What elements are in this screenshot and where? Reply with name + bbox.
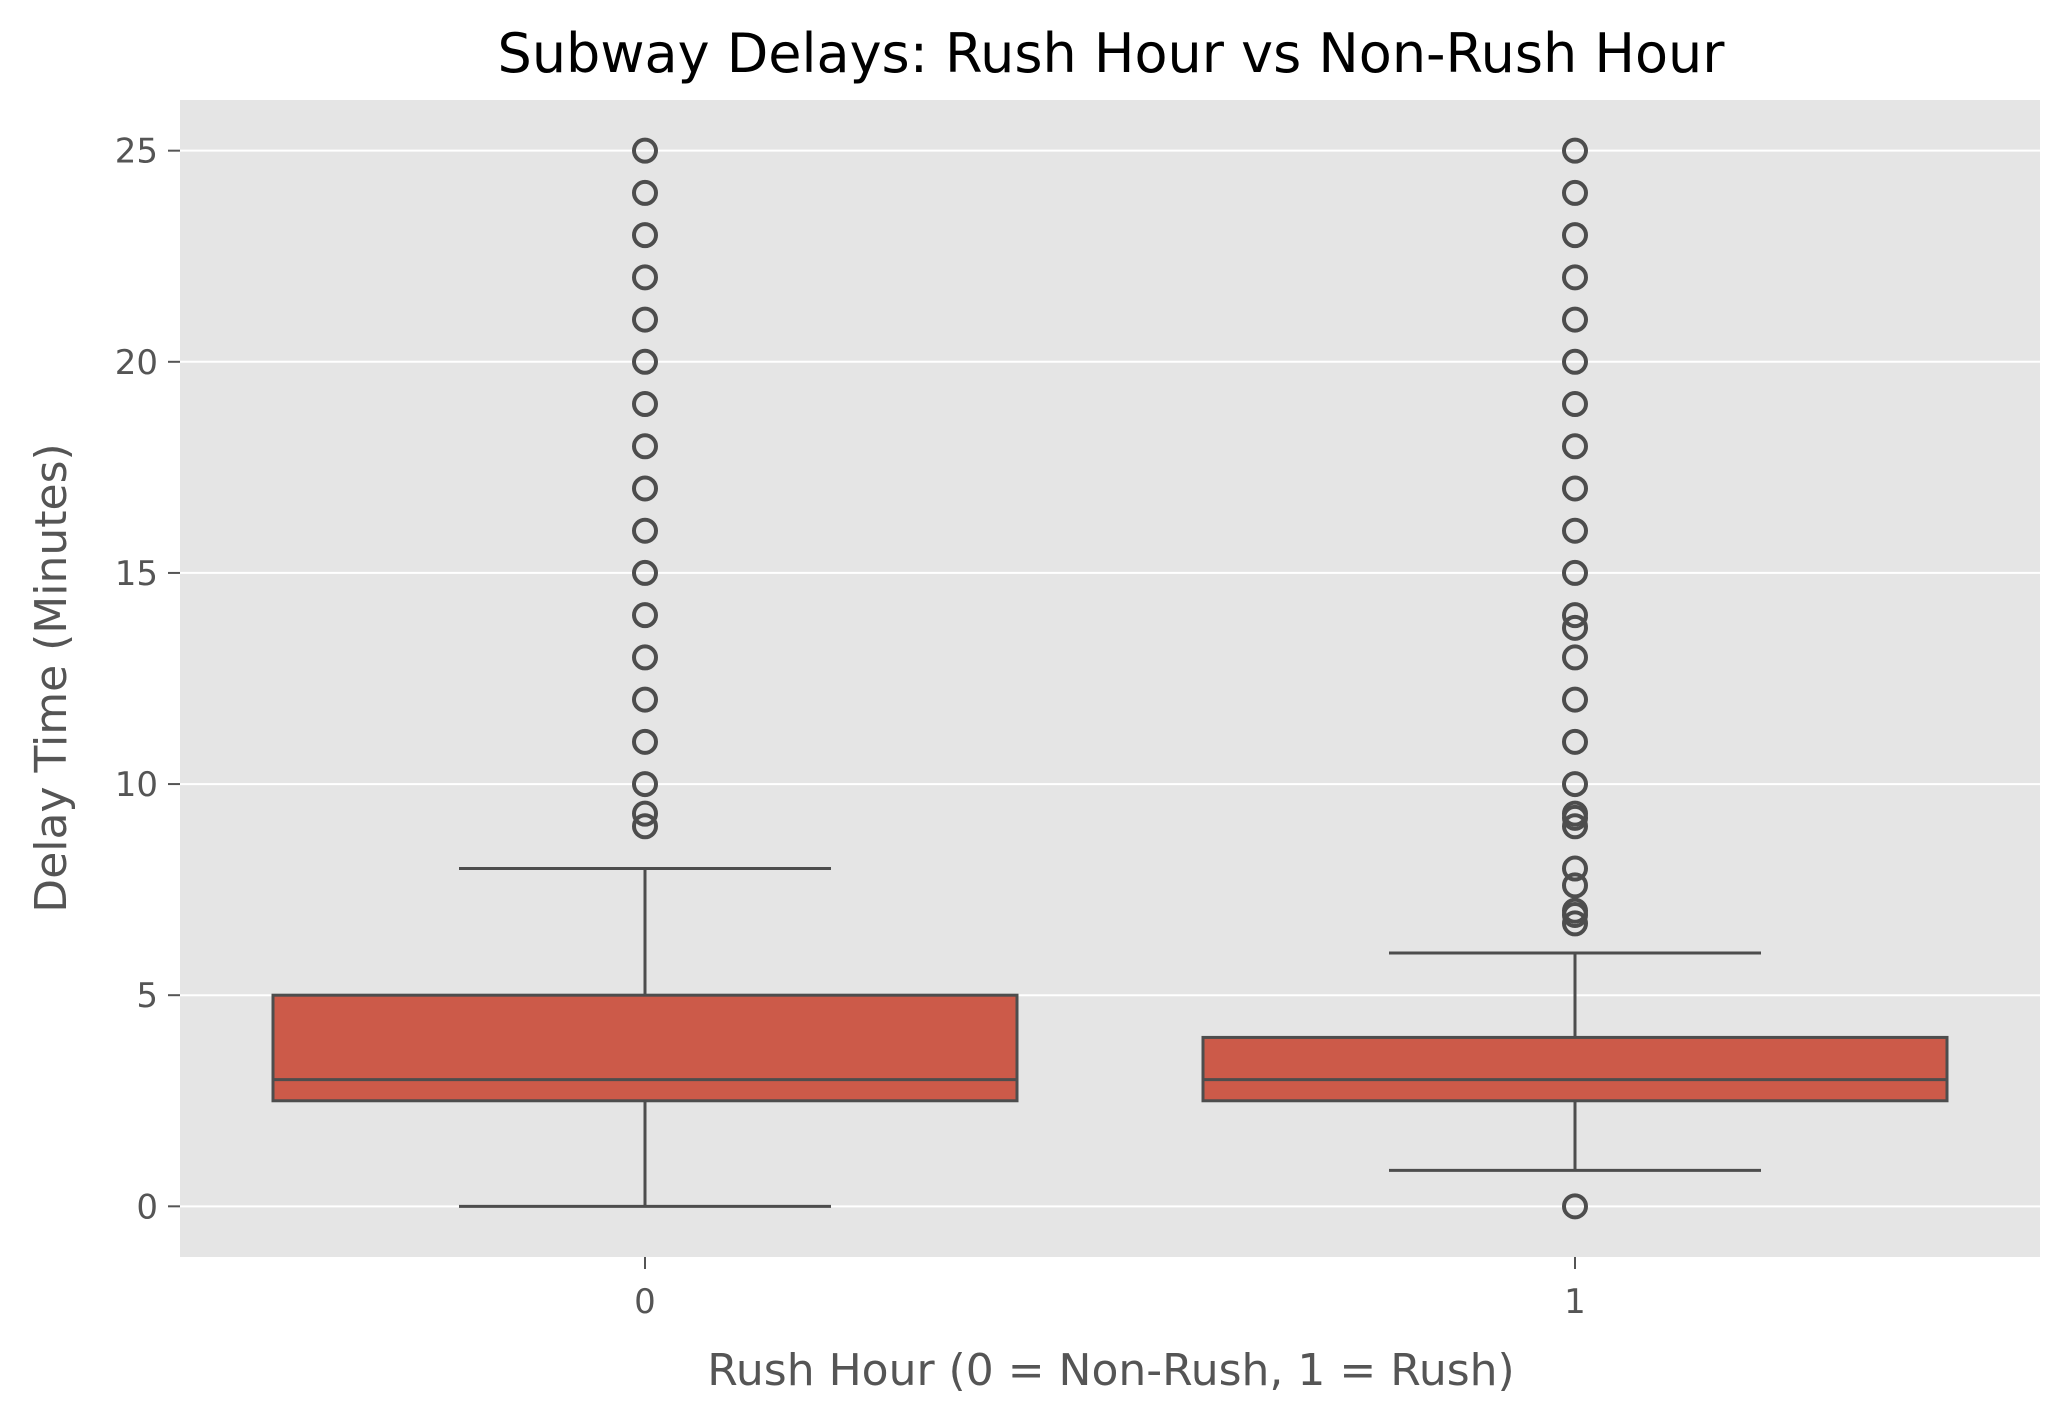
outlier-point-1-10 [1562,728,1588,755]
outlier-point-1-16 [1562,517,1588,544]
outlier-point-0-16 [632,179,658,206]
box-1 [1201,1035,1949,1103]
outlier-point-0-13 [632,306,658,333]
outlier-point-0-1 [632,800,658,827]
outlier-point-0-14 [632,264,658,291]
outlier-point-1-9 [1562,771,1588,798]
y-tick-label-15: 15 [115,554,158,594]
outlier-point-0-17 [632,137,658,164]
outlier-point-1-11 [1562,686,1588,713]
outlier-point-1-19 [1562,391,1588,418]
boxes-group [271,867,1949,1208]
y-tick-label-20: 20 [115,343,158,383]
outlier-point-0-7 [632,559,658,586]
outlier-point-0-0 [632,813,658,840]
outlier-point-1-24 [1562,179,1588,206]
outlier-point-1-13 [1562,614,1588,641]
outlier-point-1-3 [1562,897,1588,924]
outlier-point-1-8 [1562,800,1588,827]
y-tick-label-0: 0 [136,1187,158,1227]
outlier-point-0-10 [632,433,658,460]
x-axis-label: Rush Hour (0 = Non-Rush, 1 = Rush) [707,1345,1514,1396]
outlier-point-1-4 [1562,872,1588,899]
outlier-point-1-17 [1562,475,1588,502]
chart-title: Subway Delays: Rush Hour vs Non-Rush Hou… [498,22,1726,85]
outlier-point-1-23 [1562,222,1588,249]
outlier-point-1-6 [1562,813,1588,840]
outlier-point-1-22 [1562,264,1588,291]
y-axis-ticks: 0 5 10 15 20 25 [115,132,180,1227]
outlier-point-0-9 [632,475,658,502]
box-0 [271,993,1019,1103]
outlier-point-0-3 [632,728,658,755]
outlier-point-1-5 [1562,855,1588,882]
outlier-point-0-12 [632,348,658,375]
outlier-point-1-20 [1562,348,1588,375]
outlier-point-1-18 [1562,433,1588,460]
outlier-point-0-15 [632,222,658,249]
y-tick-label-10: 10 [115,765,158,805]
y-axis-label: Delay Time (Minutes) [26,443,77,912]
y-tick-label-5: 5 [136,976,158,1016]
outlier-point-1-12 [1562,644,1588,671]
outlier-point-0-6 [632,602,658,629]
outlier-point-0-5 [632,644,658,671]
outliers-group [632,137,1588,1220]
outlier-point-1-0 [1562,1193,1588,1220]
outlier-point-1-25 [1562,137,1588,164]
outlier-point-1-21 [1562,306,1588,333]
outlier-point-0-8 [632,517,658,544]
outlier-point-1-14 [1562,602,1588,629]
outlier-point-0-4 [632,686,658,713]
outlier-point-1-1 [1562,910,1588,937]
x-tick-label-1: 1 [1564,1282,1586,1322]
x-tick-label-0: 0 [634,1282,656,1322]
outlier-point-0-11 [632,391,658,418]
outlier-point-1-15 [1562,559,1588,586]
outlier-point-0-2 [632,771,658,798]
y-tick-label-25: 25 [115,132,158,172]
